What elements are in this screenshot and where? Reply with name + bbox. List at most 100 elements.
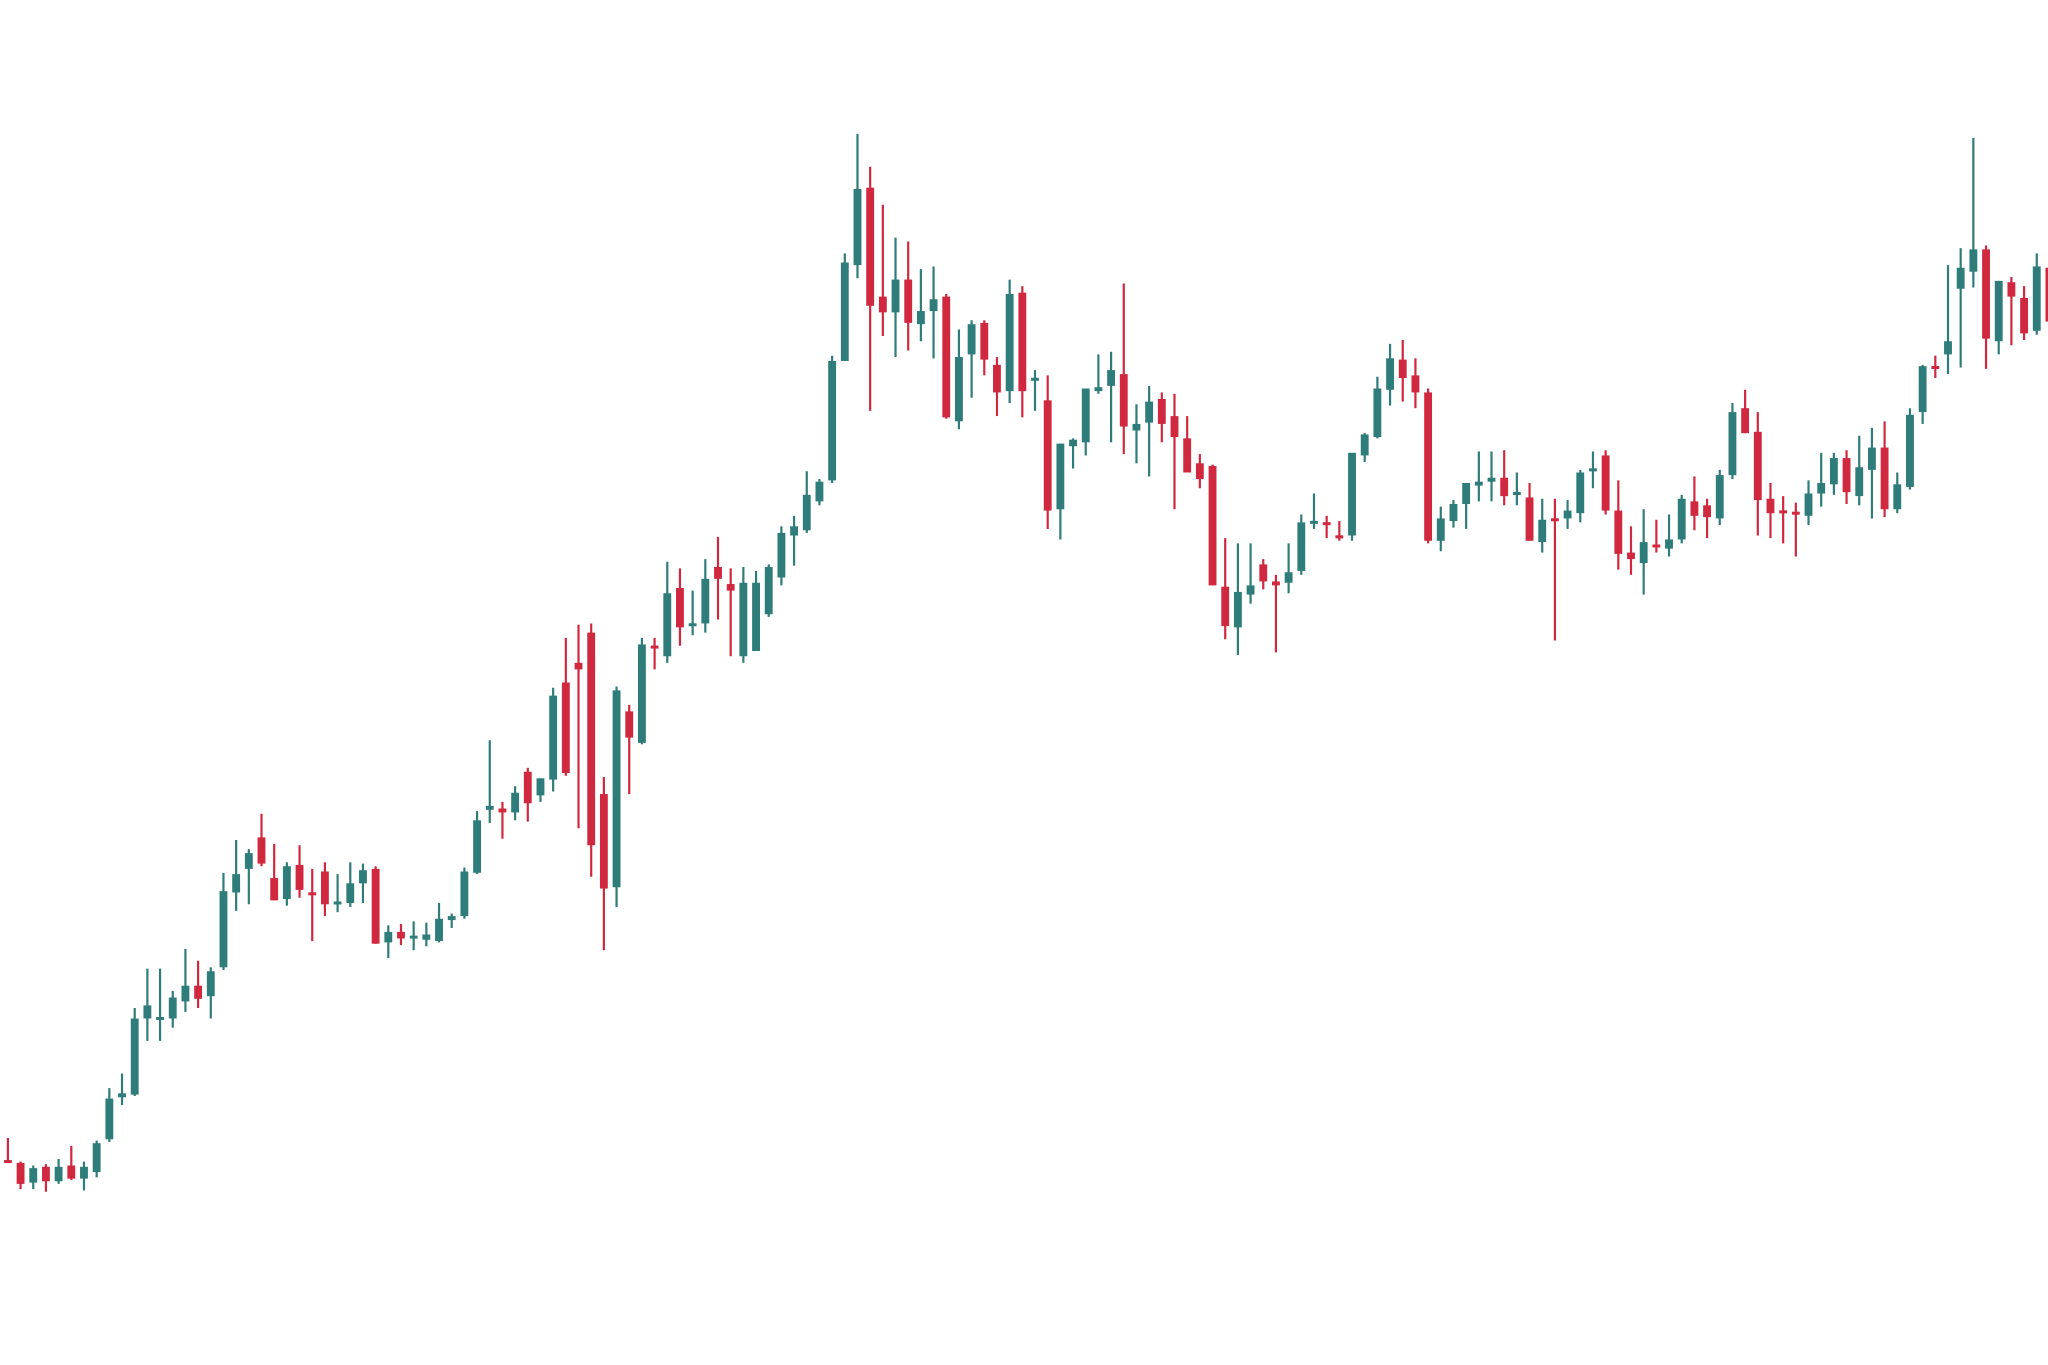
- candle-body: [219, 891, 228, 968]
- candle-body: [29, 1168, 38, 1183]
- candle-body: [105, 1098, 114, 1140]
- candle-body: [536, 778, 545, 796]
- candle: [828, 355, 837, 483]
- candle: [1094, 354, 1103, 394]
- candle-body: [701, 578, 710, 624]
- candle: [2045, 267, 2048, 322]
- candle-body: [1132, 423, 1141, 431]
- candle: [916, 269, 925, 342]
- candle-body: [2020, 297, 2029, 334]
- candle: [29, 1165, 38, 1190]
- candle: [1259, 559, 1268, 590]
- candle: [1005, 279, 1014, 403]
- candle: [676, 568, 684, 646]
- candle: [397, 924, 405, 945]
- candle: [612, 686, 621, 907]
- candle-body: [1855, 467, 1864, 497]
- candle: [1728, 402, 1737, 480]
- candle-body: [1449, 504, 1458, 522]
- candle: [1538, 498, 1547, 553]
- candle: [954, 329, 963, 430]
- candle-body: [1956, 267, 1965, 289]
- candle: [1652, 519, 1661, 553]
- candle: [384, 925, 393, 959]
- candle: [764, 564, 773, 617]
- candle-body: [371, 868, 380, 944]
- candle-body: [333, 901, 342, 905]
- candle-body: [752, 582, 760, 651]
- candle: [1880, 421, 1889, 518]
- candle-body: [1918, 366, 1927, 413]
- candle-body: [3, 1160, 12, 1164]
- candle: [435, 903, 443, 943]
- candle: [1411, 358, 1420, 409]
- candle: [1348, 452, 1356, 541]
- candle: [1842, 450, 1851, 504]
- candle: [1601, 450, 1610, 515]
- candle: [1779, 496, 1788, 544]
- candle: [701, 559, 710, 633]
- candle: [346, 862, 355, 907]
- candle-body: [1601, 455, 1610, 511]
- candle: [688, 590, 697, 636]
- candle: [473, 811, 482, 875]
- candle-body: [1259, 564, 1268, 582]
- candle-body: [1715, 475, 1724, 519]
- candle: [993, 357, 1001, 417]
- candle: [1119, 283, 1128, 455]
- candle: [1703, 498, 1712, 539]
- candle: [1145, 385, 1154, 477]
- candle-body: [485, 805, 494, 810]
- candle: [308, 868, 317, 942]
- candle-body: [1474, 481, 1483, 486]
- candle: [194, 960, 203, 1008]
- candle: [650, 637, 659, 670]
- candle: [1424, 388, 1433, 544]
- candle-body: [1424, 392, 1433, 541]
- candle: [866, 166, 875, 411]
- candle: [1107, 351, 1116, 443]
- candle-body: [1272, 581, 1280, 586]
- candle-body: [1563, 510, 1572, 519]
- candle: [790, 515, 799, 566]
- candle: [1931, 355, 1940, 378]
- candle-body: [866, 187, 875, 306]
- candle: [511, 786, 520, 821]
- candle-body: [156, 1017, 164, 1020]
- candle: [371, 866, 380, 944]
- candle: [1310, 493, 1318, 529]
- candle-body: [282, 866, 291, 900]
- candle: [257, 813, 266, 867]
- candle: [1373, 376, 1382, 439]
- candle-body: [1386, 358, 1394, 390]
- candle: [498, 801, 507, 839]
- candle: [130, 1008, 139, 1096]
- candle-body: [1195, 463, 1204, 480]
- candle: [295, 845, 304, 898]
- candle-body: [1690, 501, 1699, 516]
- candle: [1817, 452, 1826, 507]
- candle-body: [1728, 412, 1737, 476]
- candle: [942, 294, 951, 419]
- candle: [980, 320, 989, 376]
- candle-body: [1170, 416, 1179, 438]
- candle: [1893, 472, 1902, 514]
- candle-body: [1867, 447, 1876, 470]
- candle-body: [320, 871, 329, 905]
- candle-body: [1487, 477, 1496, 482]
- candle-body: [257, 837, 266, 864]
- candle-body: [1069, 439, 1077, 447]
- candle: [422, 922, 431, 947]
- candle-body: [1297, 522, 1306, 571]
- candle: [1753, 412, 1762, 536]
- candle: [1614, 480, 1623, 570]
- candle: [1944, 265, 1952, 375]
- candle: [599, 777, 608, 951]
- candle: [1741, 389, 1750, 434]
- candle: [1272, 574, 1280, 653]
- candle-body: [612, 690, 621, 888]
- candle-body: [1944, 341, 1952, 355]
- candle: [1031, 370, 1039, 411]
- candle-body: [574, 662, 583, 670]
- candle: [1018, 286, 1027, 418]
